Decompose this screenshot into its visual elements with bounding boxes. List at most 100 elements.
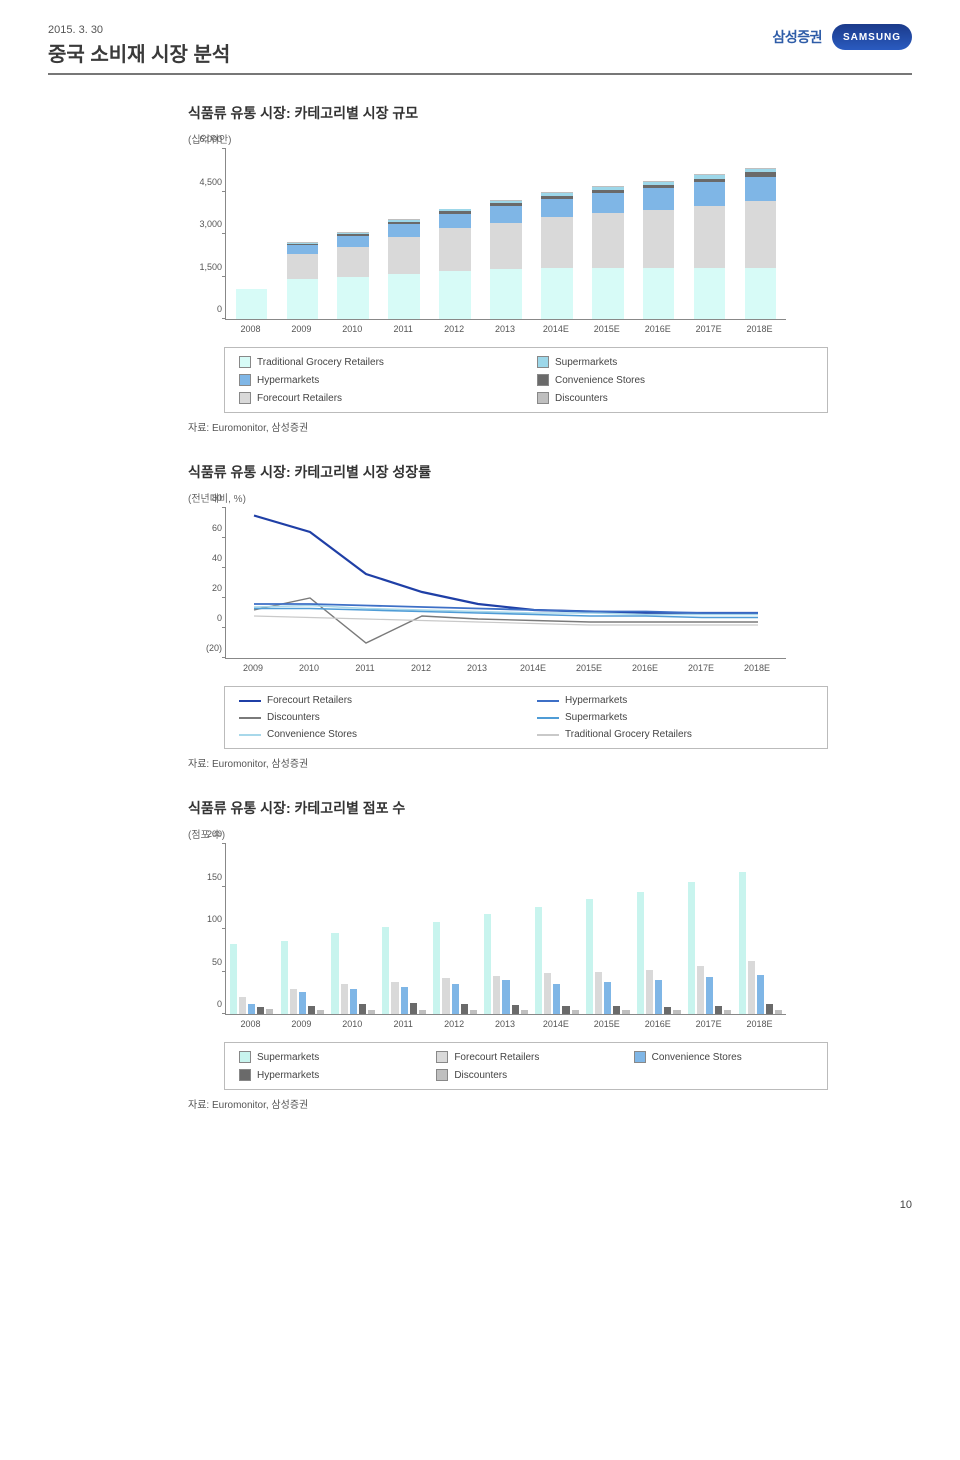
- chart1-xtick: 2017E: [683, 320, 734, 334]
- chart3-bar: [604, 982, 611, 1014]
- chart3-bar: [299, 992, 306, 1014]
- chart2-xtick: 2017E: [673, 659, 729, 673]
- chart1-bar-segment: [439, 228, 471, 271]
- chart1-bar-segment: [490, 269, 522, 319]
- chart1-bar-segment: [541, 268, 573, 319]
- chart1-bar-segment: [236, 289, 268, 319]
- chart1-bar-segment: [439, 271, 471, 319]
- chart1-xtick: 2014E: [530, 320, 581, 334]
- chart2-legend-item: Traditional Grocery Retailers: [537, 729, 813, 740]
- chart1-bar-segment: [439, 214, 471, 229]
- chart2-line-forecourt: [254, 516, 758, 614]
- chart3-bar: [637, 892, 644, 1014]
- chart1-bar-segment: [287, 279, 319, 319]
- chart3-legend-item: Discounters: [436, 1069, 615, 1081]
- chart3-ytick: 0: [190, 999, 222, 1009]
- chart1-bar-segment: [643, 210, 675, 268]
- chart3-legend-item: Hypermarkets: [239, 1069, 418, 1081]
- chart3-bar: [512, 1005, 519, 1014]
- chart2-xtick: 2013: [449, 659, 505, 673]
- chart2-ytick: 0: [190, 613, 222, 623]
- header-right: 삼성증권 SAMSUNG: [772, 24, 912, 50]
- content-column: 식품류 유통 시장: 카테고리별 시장 규모 (십억위안) 01,5003,00…: [188, 103, 828, 1111]
- chart1-bar-segment: [337, 247, 369, 277]
- chart2-xtick: 2015E: [561, 659, 617, 673]
- chart1-legend-item: Forecourt Retailers: [239, 392, 515, 404]
- chart3-bar: [664, 1007, 671, 1014]
- chart2-title: 식품류 유통 시장: 카테고리별 시장 성장률: [188, 462, 828, 482]
- chart3-bar: [308, 1006, 315, 1015]
- chart1-xtick: 2015E: [581, 320, 632, 334]
- chart1-xtick: 2010: [327, 320, 378, 334]
- chart3-legend-item: Convenience Stores: [634, 1051, 813, 1063]
- chart3-legend-item: Forecourt Retailers: [436, 1051, 615, 1063]
- chart1-bar-segment: [694, 268, 726, 319]
- chart1-title: 식품류 유통 시장: 카테고리별 시장 규모: [188, 103, 828, 123]
- chart1-xtick: 2012: [429, 320, 480, 334]
- chart3-xtick: 2012: [429, 1015, 480, 1029]
- chart1-ytick: 0: [190, 304, 222, 314]
- brand-text: 삼성증권: [772, 27, 822, 47]
- chart1-bar-segment: [592, 268, 624, 319]
- chart2-legend-item: Convenience Stores: [239, 729, 515, 740]
- chart3-unit: (점포 수): [188, 826, 828, 841]
- chart3-bar: [562, 1006, 569, 1015]
- chart2-xtick: 2009: [225, 659, 281, 673]
- chart3-bar: [502, 980, 509, 1014]
- chart3-bar: [350, 989, 357, 1015]
- chart3-bar: [331, 933, 338, 1014]
- chart1-source: 자료: Euromonitor, 삼성증권: [188, 419, 828, 434]
- chart3-bar: [535, 907, 542, 1014]
- chart2-xtick: 2016E: [617, 659, 673, 673]
- chart1-xtick: 2018E: [734, 320, 785, 334]
- chart2-xtick: 2011: [337, 659, 393, 673]
- chart3-bar: [368, 1010, 375, 1014]
- chart2-xtick: 2014E: [505, 659, 561, 673]
- chart3-xtick: 2014E: [530, 1015, 581, 1029]
- chart3-bar: [442, 978, 449, 1014]
- chart3-ytick: 100: [190, 914, 222, 924]
- chart3-bar: [382, 927, 389, 1014]
- chart3-bar: [724, 1010, 731, 1014]
- chart3-xtick: 2009: [276, 1015, 327, 1029]
- chart1-ytick: 6,000: [190, 134, 222, 144]
- chart1-plot: 01,5003,0004,5006,000 200820092010201120…: [188, 148, 828, 335]
- chart3-bar: [257, 1007, 264, 1014]
- chart1-bar-segment: [694, 182, 726, 205]
- chart3-bar: [572, 1010, 579, 1014]
- chart3-bar: [493, 976, 500, 1014]
- chart3-bar: [673, 1010, 680, 1014]
- chart3-bar: [748, 961, 755, 1014]
- chart1-bar-segment: [388, 237, 420, 274]
- chart3-legend: Supermarkets Forecourt Retailers Convenien…: [224, 1042, 828, 1090]
- chart1-bar-segment: [337, 236, 369, 247]
- chart2-ytick: 40: [190, 553, 222, 563]
- chart3-bar: [757, 975, 764, 1014]
- chart2-xtick: 2018E: [729, 659, 785, 673]
- chart2-ytick: (20): [190, 643, 222, 653]
- chart3-bar: [706, 977, 713, 1014]
- chart2-plot: (20)020406080 200920102011201220132014E2…: [188, 507, 828, 674]
- page-number: 10: [0, 1199, 960, 1211]
- chart3-bar: [586, 899, 593, 1014]
- samsung-logo-icon: SAMSUNG: [832, 24, 912, 50]
- chart3-bar: [655, 980, 662, 1014]
- chart3-bar: [775, 1010, 782, 1014]
- chart1-bar-segment: [745, 268, 777, 319]
- chart1-legend-item: Traditional Grocery Retailers: [239, 356, 515, 368]
- page-header: 2015. 3. 30 중국 소비재 시장 분석 삼성증권 SAMSUNG: [48, 24, 912, 75]
- chart3-bar: [521, 1010, 528, 1014]
- chart3-ytick: 200: [190, 829, 222, 839]
- chart1-legend: Traditional Grocery RetailersSupermarket…: [224, 347, 828, 413]
- chart1-bar-segment: [490, 223, 522, 270]
- chart2-legend-item: Forecourt Retailers: [239, 695, 515, 706]
- chart3-bar: [622, 1010, 629, 1014]
- chart3-bar: [359, 1004, 366, 1014]
- chart1-ytick: 3,000: [190, 219, 222, 229]
- chart2-source: 자료: Euromonitor, 삼성증권: [188, 755, 828, 770]
- chart1-bar-segment: [643, 268, 675, 319]
- chart1-xtick: 2013: [480, 320, 531, 334]
- chart3-xtick: 2011: [378, 1015, 429, 1029]
- chart3-legend-item: Supermarkets: [239, 1051, 418, 1063]
- chart3-xtick: 2013: [480, 1015, 531, 1029]
